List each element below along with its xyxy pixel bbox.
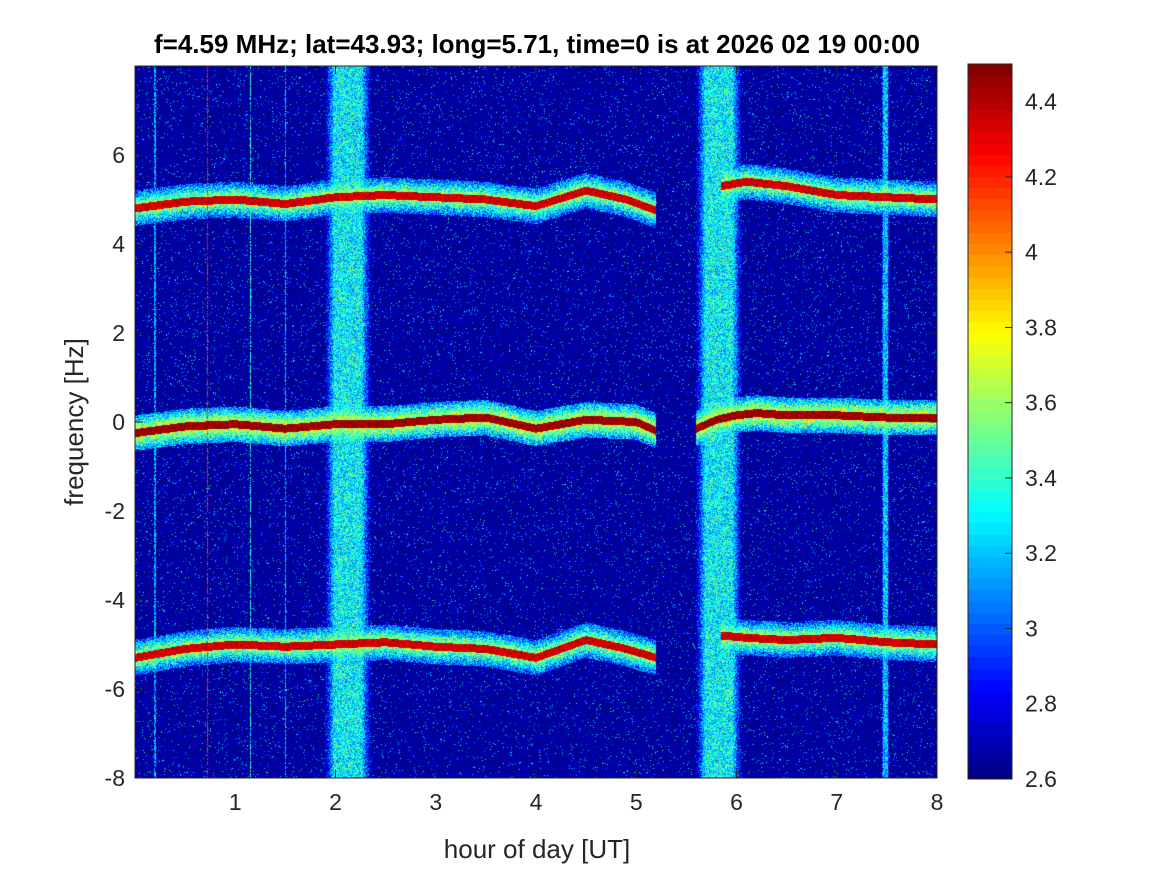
colorbar-tick-label: 3.4 xyxy=(1025,465,1057,491)
colorbar: 2.6 2.8 3 3.2 3.4 3.6 3.8 4 4.2 4.4 xyxy=(967,63,1057,792)
colorbar-tick-label: 4.4 xyxy=(1025,89,1057,115)
plot-area xyxy=(134,65,938,779)
x-tick-label: 5 xyxy=(630,789,643,815)
colorbar-frame xyxy=(967,63,1013,780)
colorbar-tick-label: 4.2 xyxy=(1025,164,1057,190)
colorbar-tick-label: 3 xyxy=(1025,615,1038,641)
spectrogram-heatmap xyxy=(135,66,937,778)
y-tick-label: -6 xyxy=(105,676,125,702)
x-tick-label: 6 xyxy=(730,789,743,815)
colorbar-tick-label: 3.2 xyxy=(1025,540,1057,566)
y-axis-label: frequency [Hz] xyxy=(59,338,89,506)
x-axis-ticks: 1 2 3 4 5 6 7 8 xyxy=(229,66,944,815)
colorbar-gradient xyxy=(968,64,1012,779)
x-tick-label: 3 xyxy=(429,789,442,815)
colorbar-ticks: 2.6 2.8 3 3.2 3.4 3.6 3.8 4 4.2 4.4 xyxy=(1005,89,1057,792)
y-axis-ticks: -8 -6 -4 -2 0 2 4 6 xyxy=(105,142,937,791)
colorbar-tick-label: 3.6 xyxy=(1025,390,1057,416)
x-tick-label: 1 xyxy=(229,789,242,815)
y-tick-label: 4 xyxy=(112,231,125,257)
x-tick-label: 2 xyxy=(329,789,342,815)
y-tick-label: 2 xyxy=(112,320,125,346)
colorbar-tick-label: 3.8 xyxy=(1025,314,1057,340)
x-tick-label: 4 xyxy=(530,789,543,815)
y-tick-label: 0 xyxy=(112,409,125,435)
colorbar-tick-label: 2.8 xyxy=(1025,691,1057,717)
y-tick-label: 6 xyxy=(112,142,125,168)
colorbar-tick-label: 4 xyxy=(1025,239,1038,265)
chart-title: f=4.59 MHz; lat=43.93; long=5.71, time=0… xyxy=(154,29,920,59)
x-axis-label: hour of day [UT] xyxy=(444,834,630,864)
x-tick-label: 8 xyxy=(931,789,944,815)
y-tick-label: -4 xyxy=(105,587,126,613)
y-tick-label: -2 xyxy=(105,498,125,524)
y-tick-label: -8 xyxy=(105,765,125,791)
colorbar-tick-label: 2.6 xyxy=(1025,766,1057,792)
x-tick-label: 7 xyxy=(830,789,843,815)
